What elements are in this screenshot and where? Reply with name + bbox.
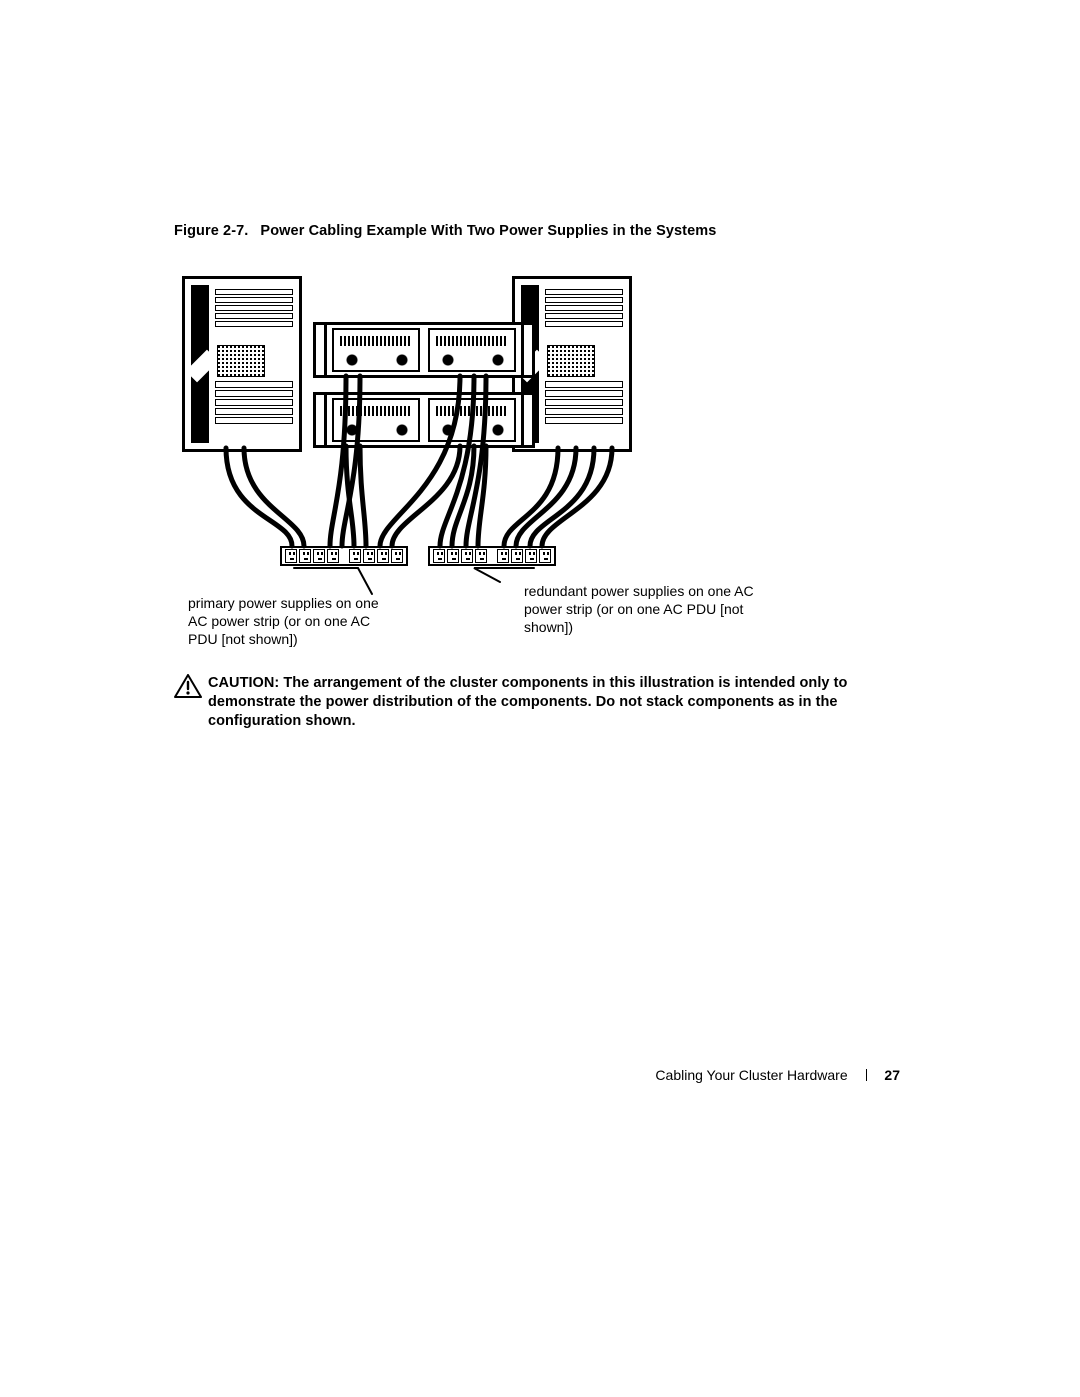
callout-primary-supplies: primary power supplies on one AC power s…	[188, 594, 388, 648]
document-page: Figure 2-7. Power Cabling Example With Tw…	[0, 0, 1080, 1397]
figure-title-text: Power Cabling Example With Two Power Sup…	[260, 223, 716, 239]
caution-icon	[174, 674, 202, 698]
footer-section: Cabling Your Cluster Hardware	[655, 1067, 847, 1083]
figure-title: Figure 2-7. Power Cabling Example With Tw…	[174, 223, 874, 239]
page-footer: Cabling Your Cluster Hardware 27	[0, 1067, 900, 1083]
caution-body: The arrangement of the cluster component…	[208, 675, 847, 729]
footer-page-number: 27	[884, 1067, 900, 1083]
caution-text: CAUTION: The arrangement of the cluster …	[208, 674, 894, 731]
caution-block: CAUTION: The arrangement of the cluster …	[174, 674, 894, 731]
figure-label: Figure 2-7.	[174, 223, 248, 239]
caution-label: CAUTION:	[208, 675, 279, 691]
footer-separator	[866, 1069, 867, 1081]
callout-redundant-supplies: redundant power supplies on one AC power…	[524, 582, 784, 636]
